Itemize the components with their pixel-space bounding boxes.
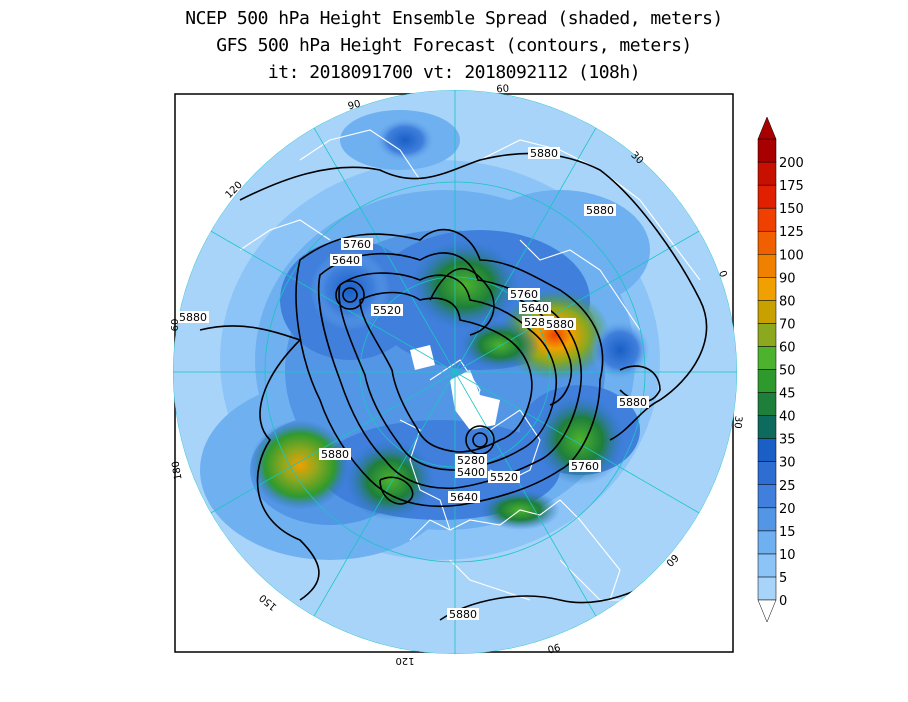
colorbar-swatch	[757, 254, 777, 278]
colorbar-tick-label: 90	[779, 271, 796, 286]
colorbar-swatch	[757, 184, 777, 209]
colorbar-swatch	[757, 392, 777, 416]
colorbar-swatch	[757, 530, 777, 555]
contour-label: 5880	[447, 608, 479, 621]
colorbar-tick-label: 100	[779, 248, 804, 263]
title-line-1: NCEP 500 hPa Height Ensemble Spread (sha…	[185, 8, 723, 29]
contour-label: 5640	[448, 491, 480, 504]
contour-label: 5880	[617, 396, 649, 409]
svg-text:5880: 5880	[546, 318, 574, 331]
svg-text:5400: 5400	[457, 466, 485, 479]
colorbar-tick-label: 15	[779, 525, 796, 540]
svg-text:5760: 5760	[343, 238, 371, 251]
title-line-3: it: 2018091700 vt: 2018092112 (108h)	[267, 62, 641, 83]
colorbar-swatch	[757, 507, 777, 532]
colorbar-tick-label: 45	[779, 387, 796, 402]
contour-label: 5400	[455, 466, 487, 479]
longitude-label: 180	[170, 460, 184, 481]
svg-text:5880: 5880	[179, 311, 207, 324]
svg-text:5640: 5640	[521, 302, 549, 315]
contour-label: 5760	[508, 288, 540, 301]
colorbar-swatch	[757, 461, 777, 486]
colorbar-tick-label: 30	[779, 456, 796, 471]
svg-text:5520: 5520	[490, 471, 518, 484]
svg-text:5760: 5760	[510, 288, 538, 301]
svg-text:5640: 5640	[450, 491, 478, 504]
colorbar-tick-label: 5	[779, 571, 787, 586]
colorbar-tick-label: 80	[779, 294, 796, 309]
colorbar-swatch	[757, 369, 777, 393]
colorbar-swatch	[757, 438, 777, 462]
longitude-label: 30	[731, 415, 743, 429]
colorbar-swatch	[757, 576, 777, 601]
colorbar-tick-label: 60	[779, 340, 796, 355]
colorbar-tick-label: 25	[779, 479, 796, 494]
colorbar-tick-label: 0	[779, 594, 787, 609]
colorbar-swatch	[757, 207, 777, 232]
colorbar-min-arrow	[757, 599, 777, 623]
colorbar-tick-label: 200	[779, 156, 804, 171]
contour-label: 5880	[584, 204, 616, 217]
longitude-label: 0	[716, 269, 729, 279]
svg-text:5880: 5880	[586, 204, 614, 217]
colorbar-tick-label: 50	[779, 364, 796, 379]
colorbar-tick-label: 40	[779, 410, 796, 425]
contour-label: 5520	[371, 304, 403, 317]
longitude-label: 90	[347, 99, 362, 113]
svg-text:5280: 5280	[457, 454, 485, 467]
title-line-2: GFS 500 hPa Height Forecast (contours, m…	[216, 35, 692, 56]
svg-text:5640: 5640	[332, 254, 360, 267]
contour-label: 5640	[330, 254, 362, 267]
colorbar-swatch	[757, 277, 777, 301]
longitude-label: 120	[395, 655, 414, 666]
colorbar-swatch	[757, 346, 777, 370]
svg-text:5880: 5880	[619, 396, 647, 409]
colorbar-swatch	[757, 161, 777, 186]
svg-text:5880: 5880	[321, 448, 349, 461]
spread-shading	[173, 90, 737, 654]
contour-label-group: 5880588058805760564055205760564052805880…	[177, 147, 649, 621]
colorbar-tick-label: 35	[779, 433, 796, 448]
colorbar-tick-label: 10	[779, 548, 796, 563]
contour-label: 5760	[341, 238, 373, 251]
svg-text:5880: 5880	[449, 608, 477, 621]
colorbar-tick-label: 20	[779, 502, 796, 517]
contour-label: 5520	[488, 471, 520, 484]
contour-label: 5880	[319, 448, 351, 461]
colorbar-swatch	[757, 415, 777, 439]
colorbar-max-arrow	[757, 116, 777, 140]
colorbar-tick-label: 175	[779, 179, 804, 194]
longitude-label: 60	[170, 319, 181, 332]
colorbar-swatch	[757, 230, 777, 255]
colorbar: 0 5 10 15 20 25 30 35 40 45 50 60 70 80 90 100 125 150 175…	[757, 116, 804, 623]
longitude-label: 90	[546, 640, 561, 654]
colorbar-tick-label: 70	[779, 317, 796, 332]
colorbar-tick-label: 150	[779, 202, 804, 217]
svg-text:5880: 5880	[530, 147, 558, 160]
contour-label: 5880	[528, 147, 560, 160]
colorbar-tick-label: 125	[779, 225, 804, 240]
colorbar-swatch	[757, 323, 777, 347]
contour-label: 5880	[544, 318, 576, 331]
contour-label: 5280	[455, 454, 487, 467]
svg-text:5520: 5520	[373, 304, 401, 317]
svg-text:5760: 5760	[571, 460, 599, 473]
colorbar-swatch	[757, 484, 777, 509]
contour-label: 5640	[519, 302, 551, 315]
colorbar-swatch	[757, 138, 777, 163]
contour-label: 5880	[177, 311, 209, 324]
colorbar-swatch	[757, 300, 777, 324]
contour-label: 5760	[569, 460, 601, 473]
longitude-label: 60	[496, 83, 510, 95]
colorbar-swatch	[757, 553, 777, 578]
